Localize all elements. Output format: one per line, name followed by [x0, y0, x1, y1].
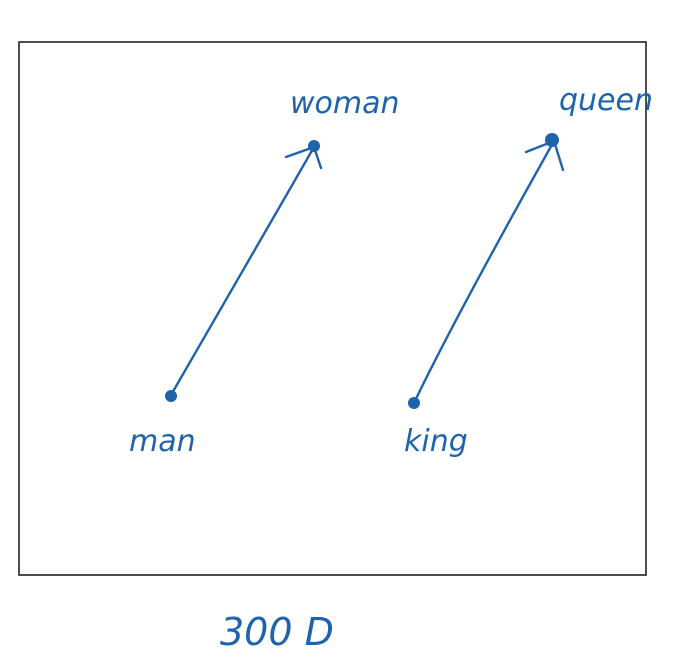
queen-label: queen: [559, 83, 653, 118]
king-point: [408, 397, 420, 409]
dimension-label: 300 D: [220, 610, 334, 654]
queen-point: [545, 133, 559, 147]
king-label: king: [404, 424, 468, 459]
man-label: man: [129, 424, 196, 459]
man-point: [165, 390, 177, 402]
woman-label: woman: [290, 86, 400, 121]
woman-point: [308, 140, 320, 152]
embedding-space-frame: [19, 42, 646, 575]
